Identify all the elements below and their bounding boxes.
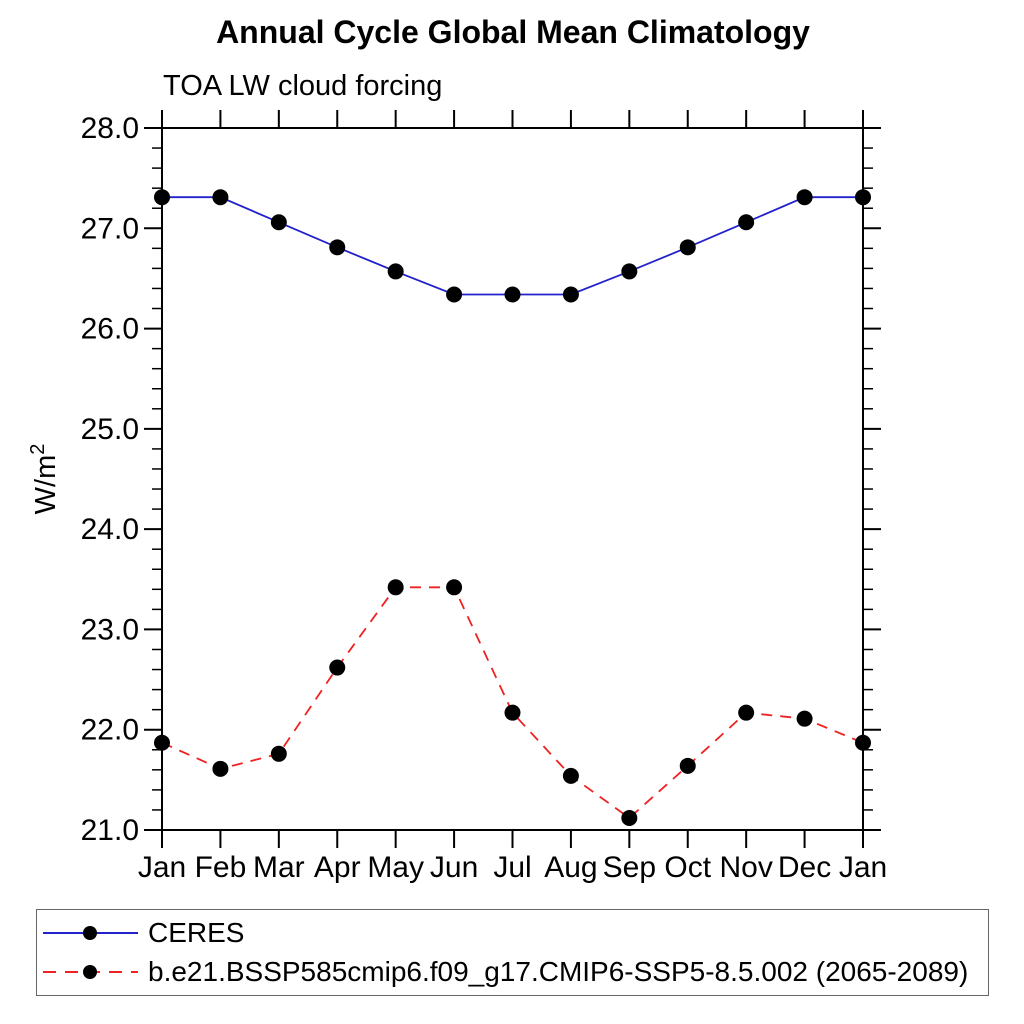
y-tick-label: 22.0 — [81, 714, 139, 747]
data-point-series-1 — [329, 659, 346, 676]
x-tick-label: Apr — [314, 851, 361, 884]
legend-sample-solid-line-icon — [43, 926, 138, 941]
data-point-series-0 — [796, 189, 813, 206]
data-point-series-0 — [270, 214, 287, 231]
data-point-series-0 — [504, 286, 521, 303]
chart-subtitle: TOA LW cloud forcing — [163, 70, 443, 102]
x-tick-label: Feb — [195, 851, 247, 884]
data-point-series-1 — [270, 745, 287, 762]
data-point-series-0 — [738, 214, 755, 231]
legend: CERES b.e21.BSSP585cmip6.f09_g17.CMIP6-S… — [36, 909, 989, 996]
x-tick-label: Sep — [603, 851, 656, 884]
data-point-series-1 — [387, 579, 404, 596]
x-tick-label: Aug — [544, 851, 597, 884]
legend-row-model: b.e21.BSSP585cmip6.f09_g17.CMIP6-SSP5-8.… — [41, 953, 988, 991]
x-tick-label: Jan — [138, 851, 186, 884]
data-point-series-0 — [562, 286, 579, 303]
x-tick-label: Nov — [719, 851, 772, 884]
y-tick-label: 23.0 — [81, 613, 139, 646]
x-tick-label: Oct — [664, 851, 711, 884]
data-point-series-1 — [446, 579, 463, 596]
x-tick-label: Jul — [493, 851, 531, 884]
data-point-series-0 — [329, 239, 346, 256]
data-point-series-0 — [621, 263, 638, 280]
y-tick-label: 26.0 — [81, 313, 139, 346]
data-point-series-0 — [212, 189, 229, 206]
chart-title: Annual Cycle Global Mean Climatology — [216, 14, 810, 50]
y-tick-label: 21.0 — [81, 814, 139, 847]
data-point-series-1 — [796, 710, 813, 727]
data-point-series-0 — [154, 189, 170, 206]
data-point-series-1 — [562, 767, 579, 784]
data-point-series-1 — [621, 809, 638, 826]
data-point-series-0 — [679, 239, 696, 256]
y-tick-label: 25.0 — [81, 413, 139, 446]
data-point-series-0 — [855, 189, 871, 206]
data-point-series-1 — [679, 757, 696, 774]
data-point-series-1 — [738, 704, 755, 721]
x-tick-label: Dec — [778, 851, 831, 884]
y-tick-label: 28.0 — [81, 112, 139, 145]
legend-sample-dashed-line-icon — [43, 964, 138, 979]
data-point-series-1 — [154, 734, 170, 751]
x-tick-label: Mar — [253, 851, 305, 884]
legend-label-model: b.e21.BSSP585cmip6.f09_g17.CMIP6-SSP5-8.… — [148, 955, 969, 987]
series-line-1 — [161, 586, 864, 820]
x-tick-label: Jan — [839, 851, 887, 884]
x-tick-label: Jun — [430, 851, 478, 884]
series-line-0 — [162, 196, 863, 296]
data-point-series-0 — [446, 286, 463, 303]
data-point-series-0 — [387, 263, 404, 280]
y-tick-label: 24.0 — [81, 513, 139, 546]
plot-frame — [161, 127, 864, 831]
legend-label-ceres: CERES — [148, 917, 245, 949]
y-tick-label: 27.0 — [81, 212, 139, 245]
data-point-series-1 — [504, 704, 521, 721]
data-point-series-1 — [212, 760, 229, 777]
legend-row-ceres: CERES — [41, 914, 988, 952]
data-point-series-1 — [855, 734, 871, 751]
x-tick-label: May — [367, 851, 424, 884]
